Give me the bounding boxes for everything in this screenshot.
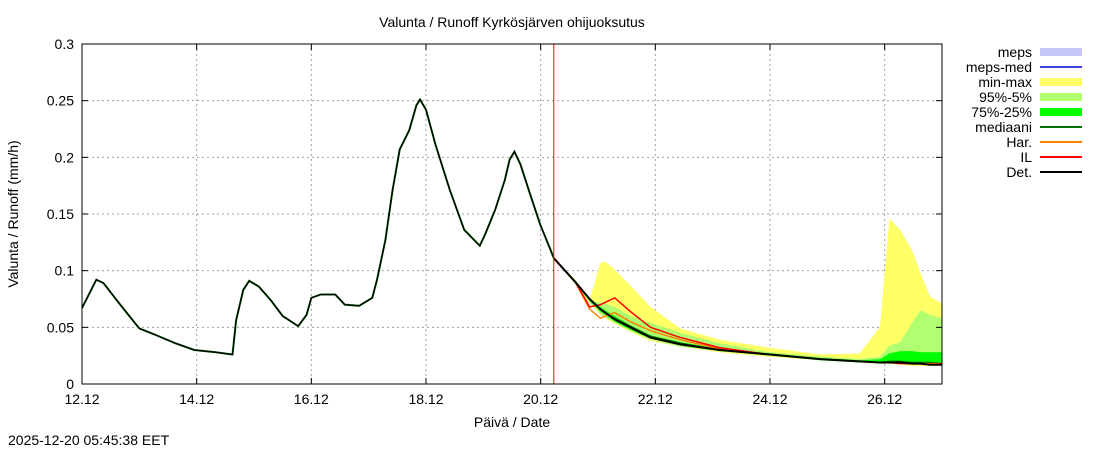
x-tick-label: 24.12 xyxy=(752,391,787,407)
y-tick-label: 0.15 xyxy=(47,206,74,222)
y-tick-label: 0.3 xyxy=(55,36,75,52)
legend-label: 95%-5% xyxy=(979,89,1032,105)
legend-label: Har. xyxy=(1006,134,1032,150)
x-tick-label: 14.12 xyxy=(179,391,214,407)
x-tick-label: 16.12 xyxy=(294,391,329,407)
legend-swatch xyxy=(1040,93,1082,101)
series-det-forecast xyxy=(553,257,942,366)
series-observed-median xyxy=(81,97,555,356)
grid xyxy=(82,44,942,384)
band-min-max xyxy=(553,218,942,366)
x-tick-label: 12.12 xyxy=(64,391,99,407)
y-tick-label: 0.1 xyxy=(55,263,75,279)
x-tick-label: 18.12 xyxy=(408,391,443,407)
y-tick-label: 0.05 xyxy=(47,319,74,335)
series-det-observed xyxy=(81,98,555,356)
y-axis-label: Valunta / Runoff (mm/h) xyxy=(5,140,21,287)
x-tick-label: 26.12 xyxy=(867,391,902,407)
legend: mepsmeps-medmin-max95%-5%75%-25%mediaani… xyxy=(966,44,1082,180)
y-tick-label: 0.2 xyxy=(55,149,75,165)
y-tick-label: 0.25 xyxy=(47,93,74,109)
legend-swatch xyxy=(1040,78,1082,86)
x-tick-label: 22.12 xyxy=(638,391,673,407)
x-tick-label: 20.12 xyxy=(523,391,558,407)
lines xyxy=(81,44,943,384)
legend-swatch xyxy=(1040,48,1082,56)
legend-label: meps xyxy=(998,44,1032,60)
chart-title: Valunta / Runoff Kyrkösjärven ohijuoksut… xyxy=(379,14,645,30)
bands xyxy=(553,218,942,366)
legend-label: min-max xyxy=(978,74,1032,90)
ticks: 0 0.05 0.1 0.15 0.2 0.25 0.3 12.12 14.12 16.12 18.… xyxy=(47,36,942,407)
legend-label: IL xyxy=(1020,149,1032,165)
legend-label: mediaani xyxy=(975,119,1032,135)
x-axis-label: Päivä / Date xyxy=(474,414,550,430)
y-tick-label: 0 xyxy=(66,376,74,392)
legend-label: 75%-25% xyxy=(971,104,1032,120)
legend-label: meps-med xyxy=(966,59,1032,75)
timestamp: 2025-12-20 05:45:38 EET xyxy=(8,432,170,448)
legend-swatch xyxy=(1040,108,1082,116)
legend-label: Det. xyxy=(1006,164,1032,180)
